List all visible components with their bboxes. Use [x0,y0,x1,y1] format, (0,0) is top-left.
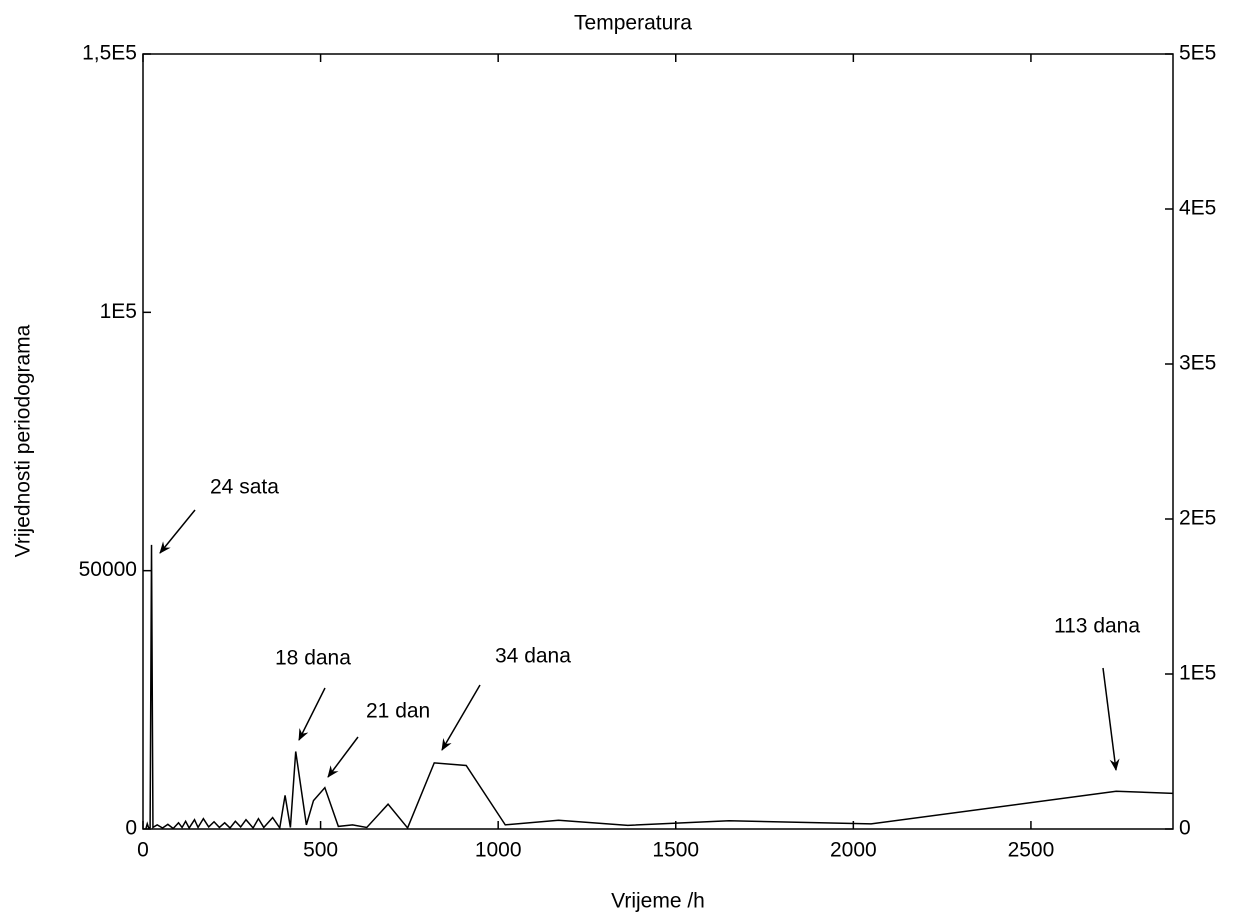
plot-frame [142,53,1174,830]
data-line [145,544,1174,830]
arrow [159,509,196,554]
y-tick-label: 1E5 [100,300,137,323]
arrow [441,684,481,751]
annotation: 24 sata [210,476,279,499]
arrow [298,687,326,741]
annotation: 18 dana [275,647,351,670]
x-tick-label: 0 [137,839,149,862]
x-axis-label: Vrijeme /h [611,890,705,913]
arrow [327,736,359,778]
y-axis-label: Vrijednosti periodograma [12,324,35,557]
y2-tick-label: 4E5 [1179,197,1216,220]
annotation: 113 dana [1054,615,1140,638]
y2-tick-label: 2E5 [1179,507,1216,530]
x-tick-label: 500 [303,839,338,862]
x-tick-label: 2500 [1008,839,1055,862]
y-tick-label: 0 [125,817,137,840]
y2-tick-label: 1E5 [1179,662,1216,685]
annotation: 21 dan [366,700,430,723]
chart-title: Temperatura [574,12,692,35]
annotation-arrows [159,509,1120,778]
y-tick-label: 50000 [79,558,137,581]
annotation: 34 dana [495,645,571,668]
x-tick-label: 1000 [475,839,522,862]
y2-tick-label: 3E5 [1179,352,1216,375]
x-tick-label: 2000 [830,839,877,862]
y2-tick-label: 0 [1179,817,1191,840]
x-tick-label: 1500 [652,839,699,862]
arrow [1102,667,1120,771]
y-tick-label: 1,5E5 [82,42,137,65]
y2-tick-label: 5E5 [1179,42,1216,65]
